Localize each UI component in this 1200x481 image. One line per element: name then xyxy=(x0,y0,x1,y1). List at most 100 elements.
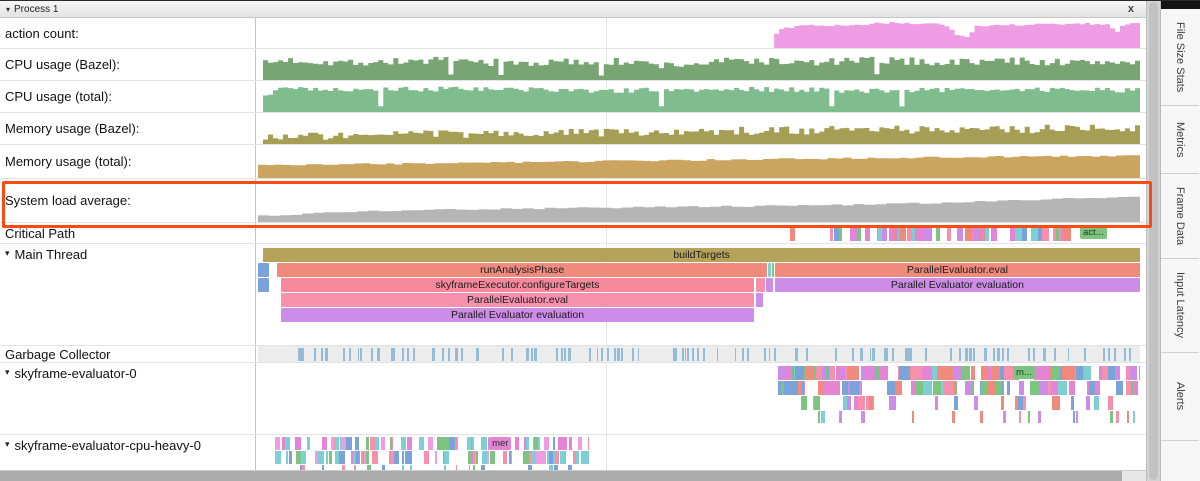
trace-event-tick xyxy=(354,465,356,470)
tab-input-latency[interactable]: Input Latency xyxy=(1161,259,1199,353)
trace-event-tick xyxy=(423,451,429,464)
slice-label-badge[interactable]: m... xyxy=(1012,366,1035,379)
trace-event-tick xyxy=(852,348,854,361)
trace-event-tick xyxy=(632,348,634,361)
trace-event-tick xyxy=(301,465,306,470)
trace-event-tick xyxy=(965,348,968,361)
trace-event-tick xyxy=(489,451,496,464)
trace-event-tick xyxy=(795,348,798,361)
close-button[interactable]: x xyxy=(1127,3,1134,15)
trace-event-tick xyxy=(1102,366,1109,380)
trace-event-tick xyxy=(858,226,861,241)
trace-event-tick xyxy=(1124,348,1127,361)
trace-event-tick xyxy=(1014,226,1022,241)
flame-slice-fragment[interactable] xyxy=(258,278,269,292)
flame-slice[interactable]: ParallelEvaluator.eval xyxy=(774,263,1140,277)
flame-slice-fragment[interactable] xyxy=(766,278,774,292)
vertical-scrollbar-thumb[interactable] xyxy=(1149,2,1158,480)
counter-chart-action-count[interactable] xyxy=(258,18,1140,48)
trace-event-tick xyxy=(947,226,952,241)
skyframe-evaluator-cpu-heavy-0-track[interactable]: mer xyxy=(258,435,1140,470)
trace-event-tick xyxy=(768,348,771,361)
slice-label-badge[interactable]: mer xyxy=(489,437,512,450)
vertical-scrollbar[interactable] xyxy=(1146,1,1160,481)
trace-event-tick xyxy=(842,396,851,410)
flame-slice[interactable]: buildTargets xyxy=(263,248,1140,262)
flame-slice[interactable]: ParallelEvaluator.eval xyxy=(280,293,755,307)
flame-slice-fragment[interactable] xyxy=(767,263,772,277)
flame-slice[interactable]: runAnalysisPhase xyxy=(277,263,767,277)
trace-event-tick xyxy=(357,348,360,361)
trace-event-tick xyxy=(691,348,694,361)
tab-frame-data[interactable]: Frame Data xyxy=(1161,174,1199,259)
trace-event-tick xyxy=(406,348,410,361)
counter-chart-system-load-average[interactable] xyxy=(258,179,1140,222)
trace-event-tick xyxy=(1059,366,1064,380)
flame-slice[interactable]: Parallel Evaluator evaluation xyxy=(280,308,755,322)
trace-event-tick xyxy=(892,348,895,361)
horizontal-scrollbar[interactable] xyxy=(0,470,1146,481)
flame-slice[interactable]: skyframeExecutor.configureTargets xyxy=(280,278,755,292)
tab-file-size-stats[interactable]: File Size Stats xyxy=(1161,9,1199,106)
flame-slice-fragment[interactable] xyxy=(756,293,763,307)
trace-event-tick xyxy=(988,381,999,395)
critical-path-track[interactable]: act... xyxy=(258,223,1140,243)
process-header[interactable]: ▾ Process 1 x xyxy=(0,1,1146,18)
trace-event-tick xyxy=(281,437,286,450)
trace-event-tick xyxy=(581,451,586,464)
trace-event-tick xyxy=(813,396,820,410)
tab-alerts[interactable]: Alerts xyxy=(1161,353,1199,441)
trace-event-tick xyxy=(435,451,437,464)
counter-chart-memory-usage-bazel[interactable] xyxy=(258,113,1140,144)
track-row-skyframe-evaluator-cpu-heavy-0: ▾ skyframe-evaluator-cpu-heavy-0 mer xyxy=(0,435,1146,471)
trace-event-tick xyxy=(915,381,924,395)
trace-event-tick xyxy=(1044,366,1052,380)
track-row-garbage-collector: Garbage Collector xyxy=(0,346,1146,363)
flame-slice-fragment[interactable] xyxy=(756,278,766,292)
trace-event-tick xyxy=(607,348,609,361)
trace-event-tick xyxy=(1115,411,1120,423)
trace-event-tick xyxy=(841,366,845,380)
track-label-main-thread: ▾ Main Thread xyxy=(0,244,256,345)
trace-event-tick xyxy=(716,348,719,361)
counter-chart-cpu-usage-bazel[interactable] xyxy=(258,49,1140,80)
slice-label-badge[interactable]: act... xyxy=(1080,226,1107,239)
counter-chart-memory-usage-total[interactable] xyxy=(258,145,1140,178)
collapse-arrow-icon[interactable]: ▾ xyxy=(6,4,11,14)
flame-slice-fragment[interactable] xyxy=(258,263,269,277)
trace-event-tick xyxy=(936,226,941,241)
expand-arrow-icon[interactable]: ▾ xyxy=(5,367,10,377)
trace-event-tick xyxy=(763,348,767,361)
trace-event-tick xyxy=(486,451,489,464)
flame-slice-fragment[interactable] xyxy=(771,263,775,277)
trace-event-tick xyxy=(895,381,903,395)
main-thread-flame-chart[interactable]: buildTargets runAnalysisPhase ParallelEval… xyxy=(258,244,1140,345)
trace-event-tick xyxy=(326,451,329,464)
trace-event-tick xyxy=(285,451,288,464)
skyframe-evaluator-0-track[interactable]: m... xyxy=(258,363,1140,434)
trace-event-tick xyxy=(1038,381,1048,395)
trace-event-tick xyxy=(551,451,556,464)
trace-event-tick xyxy=(431,348,435,361)
garbage-collector-track[interactable] xyxy=(258,346,1140,362)
trace-event-tick xyxy=(371,348,373,361)
trace-event-tick xyxy=(1033,366,1045,380)
trace-event-tick xyxy=(1001,396,1004,410)
flame-slice[interactable]: Parallel Evaluator evaluation xyxy=(774,278,1140,292)
trace-event-tick xyxy=(285,437,290,450)
counter-chart-cpu-usage-total[interactable] xyxy=(258,81,1140,112)
tab-metrics[interactable]: Metrics xyxy=(1161,106,1199,174)
expand-arrow-icon[interactable]: ▾ xyxy=(5,439,10,449)
trace-event-tick xyxy=(277,451,282,464)
trace-event-tick xyxy=(973,348,976,361)
trace-event-tick xyxy=(374,437,380,450)
expand-arrow-icon[interactable]: ▾ xyxy=(5,248,10,258)
trace-event-tick xyxy=(522,451,528,464)
horizontal-scrollbar-thumb[interactable] xyxy=(0,471,1122,481)
trace-event-tick xyxy=(878,226,882,241)
track-row-critical-path: Critical Path act... xyxy=(0,223,1146,244)
trace-event-tick xyxy=(406,437,412,450)
trace-event-tick xyxy=(341,437,346,450)
trace-event-tick xyxy=(909,348,912,361)
trace-event-tick xyxy=(455,465,458,470)
